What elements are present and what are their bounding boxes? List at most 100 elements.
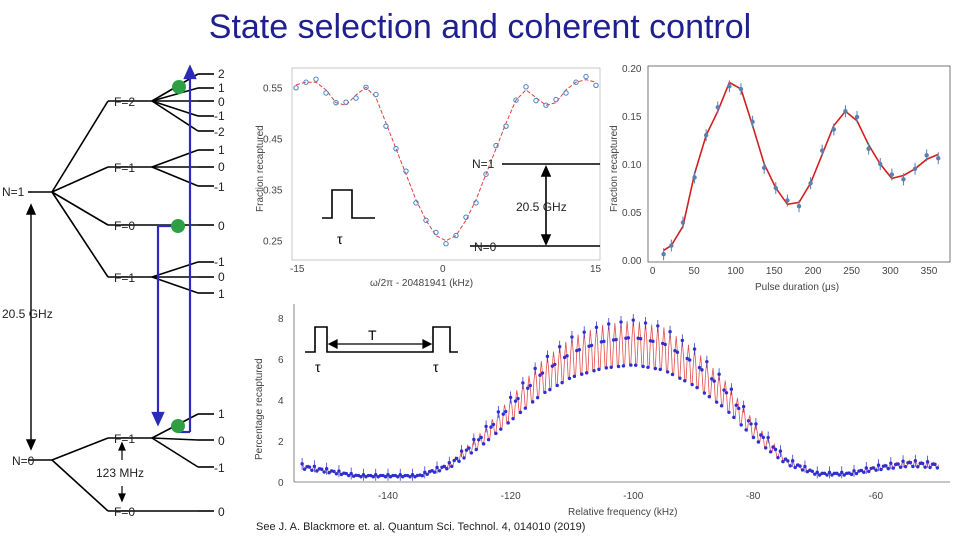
x-tick-label: 0 [440, 264, 446, 275]
data-point [499, 427, 503, 431]
population-dot-f0 [171, 219, 185, 233]
population-dot-n0 [171, 419, 185, 433]
data-point [918, 461, 922, 466]
mf-label: -1 [214, 461, 225, 475]
data-point [898, 465, 903, 469]
data-point [425, 472, 429, 477]
data-point [484, 424, 488, 429]
data-point [843, 109, 848, 114]
x-tick-label: 200 [805, 266, 822, 277]
data-point [705, 359, 709, 364]
data-point [692, 347, 697, 351]
mf-label: 1 [218, 287, 225, 301]
y-tick-label: 0.10 [622, 160, 642, 171]
data-point [489, 425, 493, 429]
data-point [697, 365, 702, 370]
data-point [653, 366, 658, 371]
mf-label: 1 [218, 81, 225, 95]
data-point [756, 440, 761, 444]
data-point [764, 446, 768, 450]
data-point [641, 364, 645, 369]
mf-label: 0 [218, 95, 225, 109]
data-point [594, 325, 599, 330]
data-point [810, 469, 815, 473]
x-tick-label: 150 [766, 266, 783, 277]
manifold-label: F=1 [114, 271, 135, 285]
data-point [423, 470, 427, 475]
data-point [788, 464, 792, 468]
level-inset [470, 163, 600, 247]
data-point [604, 366, 608, 370]
ramsey-tau2-label: τ [433, 359, 439, 375]
data-point [293, 85, 299, 91]
data-point [871, 466, 876, 470]
data-point [343, 99, 349, 105]
data-point [859, 468, 864, 473]
data-point [493, 142, 499, 149]
data-point [750, 119, 755, 124]
data-point [796, 204, 802, 209]
manifold-label: F=0 [114, 219, 135, 233]
data-point [506, 421, 510, 425]
data-point [663, 342, 667, 347]
data-point [572, 374, 577, 379]
data-point [783, 457, 788, 461]
data-point [550, 364, 555, 368]
mf-labels: 2 1 0 -1 -2 1 0 -1 0 -1 0 1 1 0 -1 0 [214, 67, 225, 519]
mf-label: 2 [218, 67, 225, 81]
y-axis-label: Fraction recaptured [609, 125, 620, 212]
data-point [337, 469, 341, 473]
data-point [719, 404, 724, 408]
inset-n1-label: N=1 [472, 157, 495, 171]
x-axis-label: ω/2π - 20481941 (kHz) [370, 278, 473, 289]
data-point [452, 458, 456, 463]
manifold-label: F=2 [114, 95, 135, 109]
x-tick-label: -80 [746, 491, 761, 502]
data-point [707, 394, 712, 399]
mf-label: 1 [218, 407, 225, 421]
rotational-gap-arrow [25, 203, 37, 451]
data-point [513, 399, 518, 403]
data-point [862, 470, 866, 474]
x-tick-label: 0 [650, 266, 656, 277]
x-tick-label: 350 [921, 266, 938, 277]
data-point [685, 356, 689, 361]
data-point [473, 200, 479, 206]
data-point [924, 153, 929, 158]
data-point [383, 123, 389, 129]
data-point [526, 386, 530, 390]
x-tick-label: -120 [501, 491, 521, 502]
data-point [759, 433, 763, 437]
citation: See J. A. Blackmore et. al. Quantum Sci.… [256, 521, 586, 533]
data-point [825, 473, 829, 477]
data-point [854, 114, 860, 120]
data-point [771, 445, 775, 449]
n0-label: N=0 [12, 454, 35, 468]
data-point [901, 177, 906, 182]
ramsey-T-label: T [368, 327, 377, 343]
plot-frame [647, 65, 951, 263]
data-point [518, 410, 523, 415]
data-point [815, 470, 819, 475]
data-point [457, 459, 461, 463]
data-point [391, 473, 395, 478]
data-point [808, 181, 813, 186]
data-point [403, 168, 409, 174]
data-point [597, 367, 601, 372]
data-point [483, 171, 489, 177]
data-point [378, 473, 383, 478]
data-point [874, 468, 878, 472]
data-point [717, 372, 721, 376]
data-point [727, 84, 732, 89]
data-point [303, 79, 309, 85]
data-point [928, 465, 932, 470]
data-point [785, 198, 790, 203]
data-point [366, 473, 371, 478]
data-point [584, 371, 589, 375]
data-point [523, 406, 528, 410]
data-point [481, 442, 486, 446]
data-point [781, 459, 785, 464]
data-point [790, 459, 795, 463]
data-point [540, 371, 545, 375]
data-point [896, 462, 900, 466]
